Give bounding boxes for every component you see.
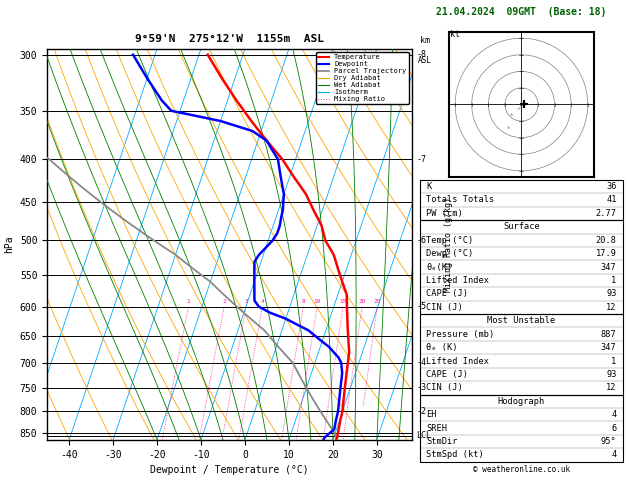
Text: -7: -7 <box>416 155 426 164</box>
Text: Most Unstable: Most Unstable <box>487 316 555 325</box>
Text: Pressure (mb): Pressure (mb) <box>426 330 494 339</box>
Y-axis label: hPa: hPa <box>4 235 14 253</box>
Text: 95°: 95° <box>601 437 616 446</box>
Text: LCL: LCL <box>416 431 431 440</box>
Text: 17.9: 17.9 <box>596 249 616 258</box>
Text: -6: -6 <box>416 236 426 245</box>
Text: 25: 25 <box>374 299 381 304</box>
Text: 2: 2 <box>222 299 226 304</box>
Text: 347: 347 <box>601 262 616 272</box>
Text: 887: 887 <box>601 330 616 339</box>
Bar <box>420 180 623 220</box>
Text: 4: 4 <box>260 299 264 304</box>
Text: -2: -2 <box>416 407 426 416</box>
Text: *: * <box>510 113 513 119</box>
Text: 6: 6 <box>611 424 616 433</box>
Text: CAPE (J): CAPE (J) <box>426 370 468 379</box>
Bar <box>420 314 623 395</box>
Text: 1: 1 <box>611 276 616 285</box>
Text: StmDir: StmDir <box>426 437 458 446</box>
Text: CIN (J): CIN (J) <box>426 383 463 392</box>
Text: 21.04.2024  09GMT  (Base: 18): 21.04.2024 09GMT (Base: 18) <box>437 7 606 17</box>
Text: 4: 4 <box>611 451 616 459</box>
Text: K: K <box>426 182 431 191</box>
Bar <box>420 220 623 314</box>
Text: SREH: SREH <box>426 424 447 433</box>
Text: 1: 1 <box>611 357 616 365</box>
Text: 1: 1 <box>187 299 191 304</box>
Text: 347: 347 <box>601 343 616 352</box>
Text: -3: -3 <box>416 383 426 393</box>
Text: ASL: ASL <box>418 56 431 66</box>
Text: Mixing Ratio (g/kg): Mixing Ratio (g/kg) <box>444 197 453 292</box>
Text: 36: 36 <box>606 182 616 191</box>
Text: -4: -4 <box>416 358 426 367</box>
Text: 8: 8 <box>301 299 305 304</box>
Text: 10: 10 <box>313 299 321 304</box>
Text: 12: 12 <box>606 303 616 312</box>
Text: CAPE (J): CAPE (J) <box>426 290 468 298</box>
Text: Lifted Index: Lifted Index <box>426 276 489 285</box>
Text: 3: 3 <box>244 299 248 304</box>
Legend: Temperature, Dewpoint, Parcel Trajectory, Dry Adiabat, Wet Adiabat, Isotherm, Mi: Temperature, Dewpoint, Parcel Trajectory… <box>316 52 408 104</box>
X-axis label: Dewpoint / Temperature (°C): Dewpoint / Temperature (°C) <box>150 465 309 475</box>
Text: 2.77: 2.77 <box>596 209 616 218</box>
Text: Surface: Surface <box>503 222 540 231</box>
Text: StmSpd (kt): StmSpd (kt) <box>426 451 484 459</box>
Text: 4: 4 <box>611 410 616 419</box>
Text: 15: 15 <box>339 299 347 304</box>
Text: *: * <box>506 126 510 132</box>
Text: 41: 41 <box>606 195 616 205</box>
Text: Hodograph: Hodograph <box>498 397 545 406</box>
Text: 20: 20 <box>359 299 366 304</box>
Text: -5: -5 <box>416 302 426 312</box>
Text: θₑ(K): θₑ(K) <box>426 262 452 272</box>
Text: km: km <box>420 35 430 45</box>
Text: PW (cm): PW (cm) <box>426 209 463 218</box>
Text: © weatheronline.co.uk: © weatheronline.co.uk <box>473 465 570 474</box>
Text: EH: EH <box>426 410 437 419</box>
Text: Dewp (°C): Dewp (°C) <box>426 249 474 258</box>
Text: θₑ (K): θₑ (K) <box>426 343 458 352</box>
Text: 93: 93 <box>606 290 616 298</box>
Text: kt: kt <box>450 30 460 38</box>
Text: -8: -8 <box>416 50 426 59</box>
Text: 93: 93 <box>606 370 616 379</box>
Text: Lifted Index: Lifted Index <box>426 357 489 365</box>
Text: CIN (J): CIN (J) <box>426 303 463 312</box>
Text: 12: 12 <box>606 383 616 392</box>
Text: 9°59'N  275°12'W  1155m  ASL: 9°59'N 275°12'W 1155m ASL <box>135 34 324 44</box>
Text: Totals Totals: Totals Totals <box>426 195 494 205</box>
Text: Temp (°C): Temp (°C) <box>426 236 474 245</box>
Bar <box>420 395 623 462</box>
Text: 20.8: 20.8 <box>596 236 616 245</box>
